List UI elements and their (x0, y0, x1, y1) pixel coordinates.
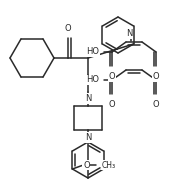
Text: O: O (109, 100, 115, 109)
Text: N: N (85, 94, 91, 103)
Text: O: O (153, 72, 159, 81)
Text: O: O (153, 100, 159, 109)
Text: O: O (83, 161, 90, 169)
Text: CH₃: CH₃ (101, 161, 116, 169)
Text: HO: HO (86, 48, 99, 56)
Text: N: N (90, 47, 96, 56)
Text: N: N (85, 133, 91, 142)
Text: N: N (126, 29, 133, 38)
Text: O: O (65, 24, 71, 33)
Text: HO: HO (86, 75, 99, 85)
Text: O: O (109, 72, 115, 81)
